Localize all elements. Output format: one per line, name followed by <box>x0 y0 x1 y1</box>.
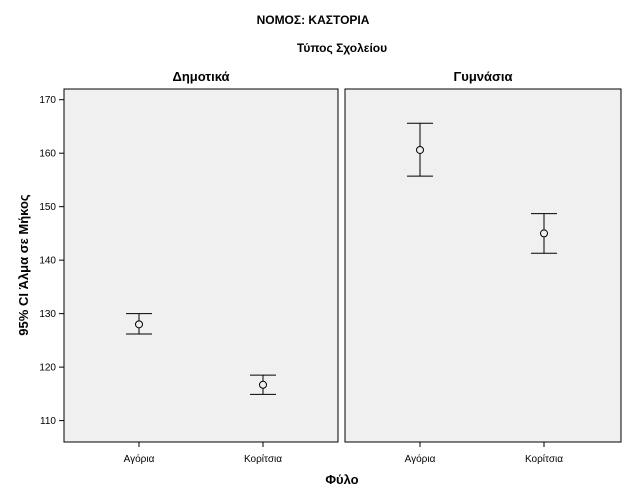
mean-point <box>135 320 143 329</box>
mean-point <box>540 229 548 238</box>
panel-1 <box>63 88 339 443</box>
y-tick-label: 170 <box>39 95 56 106</box>
x-tick-label: Αγόρια <box>124 453 155 465</box>
panel-title: Γυμνάσια <box>453 69 512 84</box>
y-tick-label: 160 <box>39 149 56 160</box>
plot-area: Δημοτικά Αγόρια Κορίτσια Γυμνάσια Αγόρια Κορί… <box>39 69 622 465</box>
panel-group-label: Τύπος Σχολείου <box>297 41 387 55</box>
x-axis-label: Φύλο <box>325 472 358 487</box>
panel-2 <box>344 88 622 443</box>
y-axis-label: 95% CI Άλμα σε Μήκος <box>16 194 31 336</box>
mean-point <box>416 145 424 154</box>
chart-title: ΝΟΜΟΣ: ΚΑΣΤΟΡΙΑ <box>257 13 370 27</box>
y-tick-label: 140 <box>39 256 56 267</box>
y-tick-label: 110 <box>40 416 56 427</box>
panel-title: Δημοτικά <box>172 69 229 84</box>
y-tick-label: 150 <box>39 202 56 213</box>
x-tick-label: Αγόρια <box>405 453 436 465</box>
y-tick-label: 130 <box>39 309 56 320</box>
x-tick-label: Κορίτσια <box>525 453 563 465</box>
y-tick-label: 120 <box>39 363 56 374</box>
x-tick-label: Κορίτσια <box>244 453 282 465</box>
mean-point <box>259 380 267 389</box>
